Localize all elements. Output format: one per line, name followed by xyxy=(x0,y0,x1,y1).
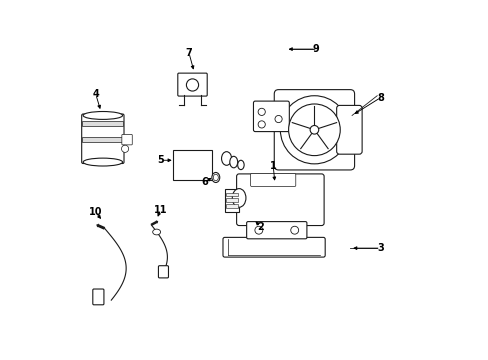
Text: 5: 5 xyxy=(157,155,163,165)
FancyBboxPatch shape xyxy=(158,266,168,278)
Ellipse shape xyxy=(237,160,244,170)
Text: 6: 6 xyxy=(201,177,208,187)
Bar xyxy=(224,189,239,212)
Bar xyxy=(172,149,212,180)
Circle shape xyxy=(254,226,262,234)
FancyBboxPatch shape xyxy=(93,289,104,305)
Text: 10: 10 xyxy=(89,207,102,217)
Circle shape xyxy=(280,96,348,164)
FancyArrow shape xyxy=(150,220,158,226)
FancyBboxPatch shape xyxy=(81,114,124,163)
Ellipse shape xyxy=(83,112,122,120)
Bar xyxy=(82,137,123,142)
FancyBboxPatch shape xyxy=(223,237,325,257)
Bar xyxy=(225,204,238,208)
Bar xyxy=(82,121,123,126)
Circle shape xyxy=(258,108,265,116)
Ellipse shape xyxy=(232,189,245,207)
Ellipse shape xyxy=(83,158,122,166)
Text: 2: 2 xyxy=(257,222,264,231)
FancyBboxPatch shape xyxy=(336,105,362,154)
FancyBboxPatch shape xyxy=(250,174,295,186)
Ellipse shape xyxy=(152,229,160,235)
Ellipse shape xyxy=(229,156,237,168)
Ellipse shape xyxy=(213,174,218,181)
FancyBboxPatch shape xyxy=(236,174,324,226)
Text: 8: 8 xyxy=(377,93,384,103)
FancyArrow shape xyxy=(96,224,105,230)
Ellipse shape xyxy=(211,172,219,183)
Bar xyxy=(225,198,238,202)
FancyBboxPatch shape xyxy=(178,73,207,96)
Bar xyxy=(225,193,238,196)
Text: 3: 3 xyxy=(377,243,384,253)
Ellipse shape xyxy=(221,152,231,165)
Circle shape xyxy=(186,79,198,91)
Circle shape xyxy=(258,121,265,128)
Circle shape xyxy=(121,145,128,152)
Text: 7: 7 xyxy=(185,48,192,58)
Circle shape xyxy=(309,126,318,134)
Text: 11: 11 xyxy=(153,206,166,216)
Text: 4: 4 xyxy=(92,89,99,99)
Circle shape xyxy=(274,116,282,123)
Circle shape xyxy=(288,104,340,156)
FancyBboxPatch shape xyxy=(253,101,289,132)
Circle shape xyxy=(290,226,298,234)
FancyBboxPatch shape xyxy=(246,222,306,239)
Text: 9: 9 xyxy=(312,44,319,54)
Text: 1: 1 xyxy=(269,161,276,171)
FancyBboxPatch shape xyxy=(122,134,132,145)
